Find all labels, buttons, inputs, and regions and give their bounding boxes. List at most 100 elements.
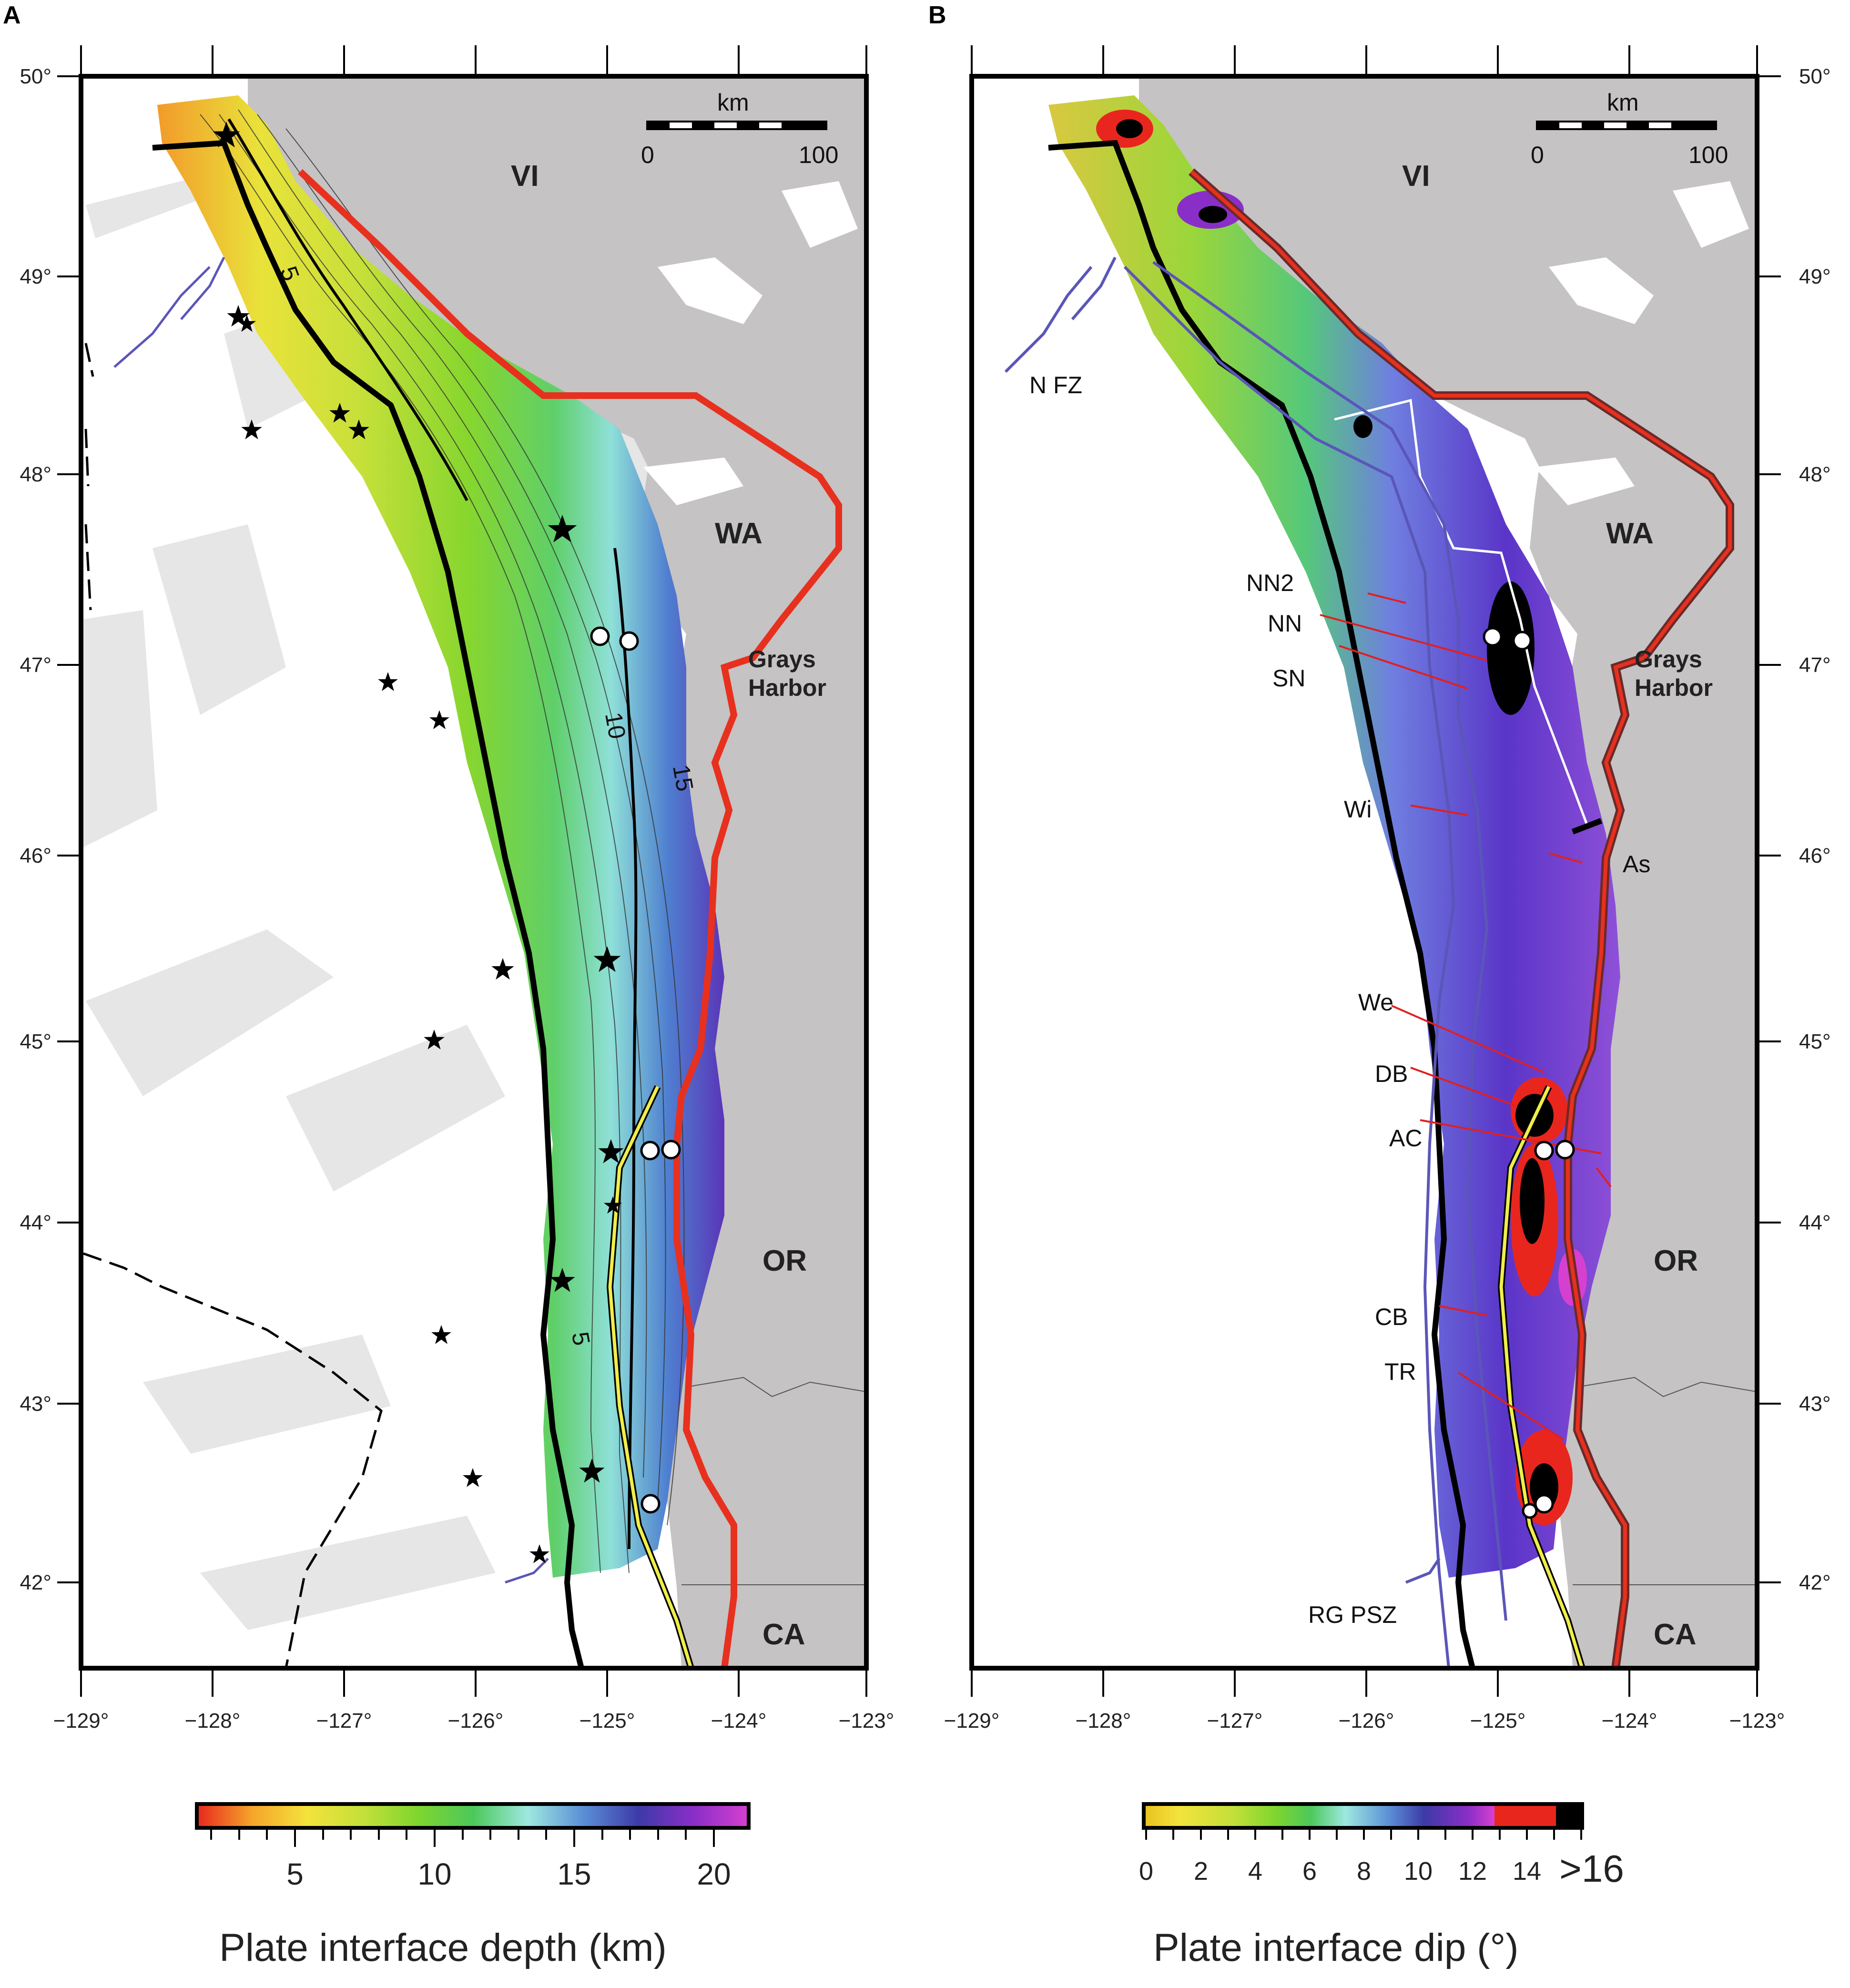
stations-a <box>590 626 681 1514</box>
lon-label: −124° <box>1602 1709 1657 1733</box>
lat-label: 46° <box>1799 844 1831 867</box>
lon-label: −129° <box>53 1709 109 1733</box>
label-rg-psz: RG PSZ <box>1308 1601 1397 1628</box>
colorbar-depth <box>195 1802 751 1847</box>
lon-label: −129° <box>944 1709 1000 1733</box>
feature-labels: N FZ NN2 NN SN Wi As We DB AC CB TR RG P… <box>1029 372 1650 1628</box>
lat-label: 43° <box>1799 1392 1831 1416</box>
lat-label: 47° <box>20 653 51 677</box>
map-frame-a <box>79 74 869 1671</box>
contour-label-15: 15 <box>668 763 699 794</box>
lat-label: 47° <box>1799 653 1831 677</box>
lat-label: 45° <box>20 1030 51 1053</box>
lat-label: 48° <box>1799 463 1831 486</box>
panel-letter-a: A <box>3 1 21 29</box>
dip-tick-10: 10 <box>1403 1857 1433 1886</box>
lat-labels-a: 50° 49° 48° 47° 46° 45° 44° 43° 42° <box>20 65 51 1594</box>
colorbar-dip <box>1142 1802 1584 1840</box>
lon-label: −127° <box>1207 1709 1263 1733</box>
contour-label-10: 10 <box>600 710 631 741</box>
white-outline <box>1334 398 1588 825</box>
lon-labels-a: −129° −128° −127° −126° −125° −124° −123… <box>53 1709 895 1733</box>
lon-label: −126° <box>1339 1709 1394 1733</box>
lat-labels-b: 50° 49° 48° 47° 46° 45° 44° 43° 42° <box>1799 65 1831 1594</box>
dip-colorbar-title: Plate interface dip (°) <box>1153 1926 1519 1969</box>
ticks-a <box>57 45 867 1697</box>
lat-label: 42° <box>1799 1571 1831 1594</box>
fault-traces-a <box>113 256 549 1584</box>
label-nn2: NN2 <box>1246 570 1294 596</box>
panel-b-map: km 0 100 VI WA Grays Harbor OR CA N FZ N… <box>944 45 1831 1733</box>
depth-tick-20: 20 <box>697 1857 731 1891</box>
region-vi-b: VI <box>1402 160 1430 193</box>
dip-surface <box>1048 95 1620 1578</box>
coastline-red-a <box>298 169 842 1668</box>
fault-lines-b <box>1004 256 1507 1668</box>
lat-label: 44° <box>1799 1211 1831 1234</box>
major-contours <box>227 118 638 1550</box>
lat-label: 49° <box>1799 265 1831 288</box>
region-grays-a: Grays <box>748 646 816 673</box>
region-or-a: OR <box>762 1244 807 1277</box>
region-ca-a: CA <box>762 1618 805 1651</box>
label-tr: TR <box>1384 1358 1416 1385</box>
lat-label: 50° <box>20 65 51 88</box>
label-cb: CB <box>1375 1304 1408 1330</box>
lon-labels-b: −129° −128° −127° −126° −125° −124° −123… <box>944 1709 1785 1733</box>
depth-tick-5: 5 <box>286 1857 304 1891</box>
region-wa-a: WA <box>715 517 762 550</box>
trench-line-a <box>152 140 584 1668</box>
ticks-b <box>971 45 1781 1697</box>
lon-label: −128° <box>1076 1709 1131 1733</box>
dip-tick-4: 4 <box>1248 1857 1263 1886</box>
stations-b <box>1483 627 1575 1519</box>
lat-label: 44° <box>20 1211 51 1234</box>
structure-lines <box>1320 592 1612 1440</box>
lat-label: 50° <box>1799 65 1831 88</box>
lon-label: −127° <box>316 1709 372 1733</box>
panel-a-map: 5 10 15 5 km 0 100 VI WA Grays Harbor OR <box>20 45 894 1733</box>
lon-label: −123° <box>1729 1709 1785 1733</box>
lat-label: 48° <box>20 463 51 486</box>
region-wa-b: WA <box>1606 517 1654 550</box>
lon-label: −124° <box>711 1709 767 1733</box>
depth-contours <box>200 109 685 1573</box>
lon-label: −125° <box>1470 1709 1526 1733</box>
depth-tick-15: 15 <box>557 1857 591 1891</box>
dip-tick-12: 12 <box>1458 1857 1487 1886</box>
label-nn: NN <box>1268 610 1302 637</box>
region-vi-a: VI <box>511 160 539 193</box>
depth-surface <box>157 95 724 1578</box>
scale-max-b: 100 <box>1688 142 1728 168</box>
label-n-fz: N FZ <box>1029 372 1082 398</box>
depth-colorbar-title: Plate interface depth (km) <box>219 1926 667 1969</box>
label-sn: SN <box>1272 665 1305 692</box>
region-or-b: OR <box>1654 1244 1698 1277</box>
depth-tick-10: 10 <box>417 1857 452 1891</box>
scale-bar-a: km 0 100 <box>641 89 838 168</box>
region-grays-b: Grays <box>1635 646 1702 673</box>
dip-tick-8: 8 <box>1356 1857 1372 1886</box>
plate-boundary-dashed <box>83 343 383 1668</box>
lat-label: 43° <box>20 1392 51 1416</box>
contour-labels-a: 5 10 15 5 <box>275 263 699 1347</box>
label-we: We <box>1358 989 1393 1016</box>
lon-label: −126° <box>448 1709 504 1733</box>
scale-unit-b: km <box>1607 89 1639 116</box>
lon-label: −125° <box>579 1709 635 1733</box>
lat-label: 45° <box>1799 1030 1831 1053</box>
label-as: As <box>1623 851 1650 877</box>
scale-min-a: 0 <box>641 142 654 168</box>
label-ac: AC <box>1389 1125 1422 1152</box>
region-harbor-a: Harbor <box>748 674 826 701</box>
scale-max-a: 100 <box>799 142 838 168</box>
dip-tick-6: 6 <box>1302 1857 1317 1886</box>
scale-bar-b: km 0 100 <box>1531 89 1728 168</box>
region-ca-b: CA <box>1654 1618 1697 1651</box>
dip-tick-16-plus: >16 <box>1559 1847 1624 1890</box>
panel-letter-b: B <box>928 1 946 29</box>
lon-label: −128° <box>185 1709 241 1733</box>
region-harbor-b: Harbor <box>1635 674 1713 701</box>
map-frame-b <box>969 74 1759 1671</box>
